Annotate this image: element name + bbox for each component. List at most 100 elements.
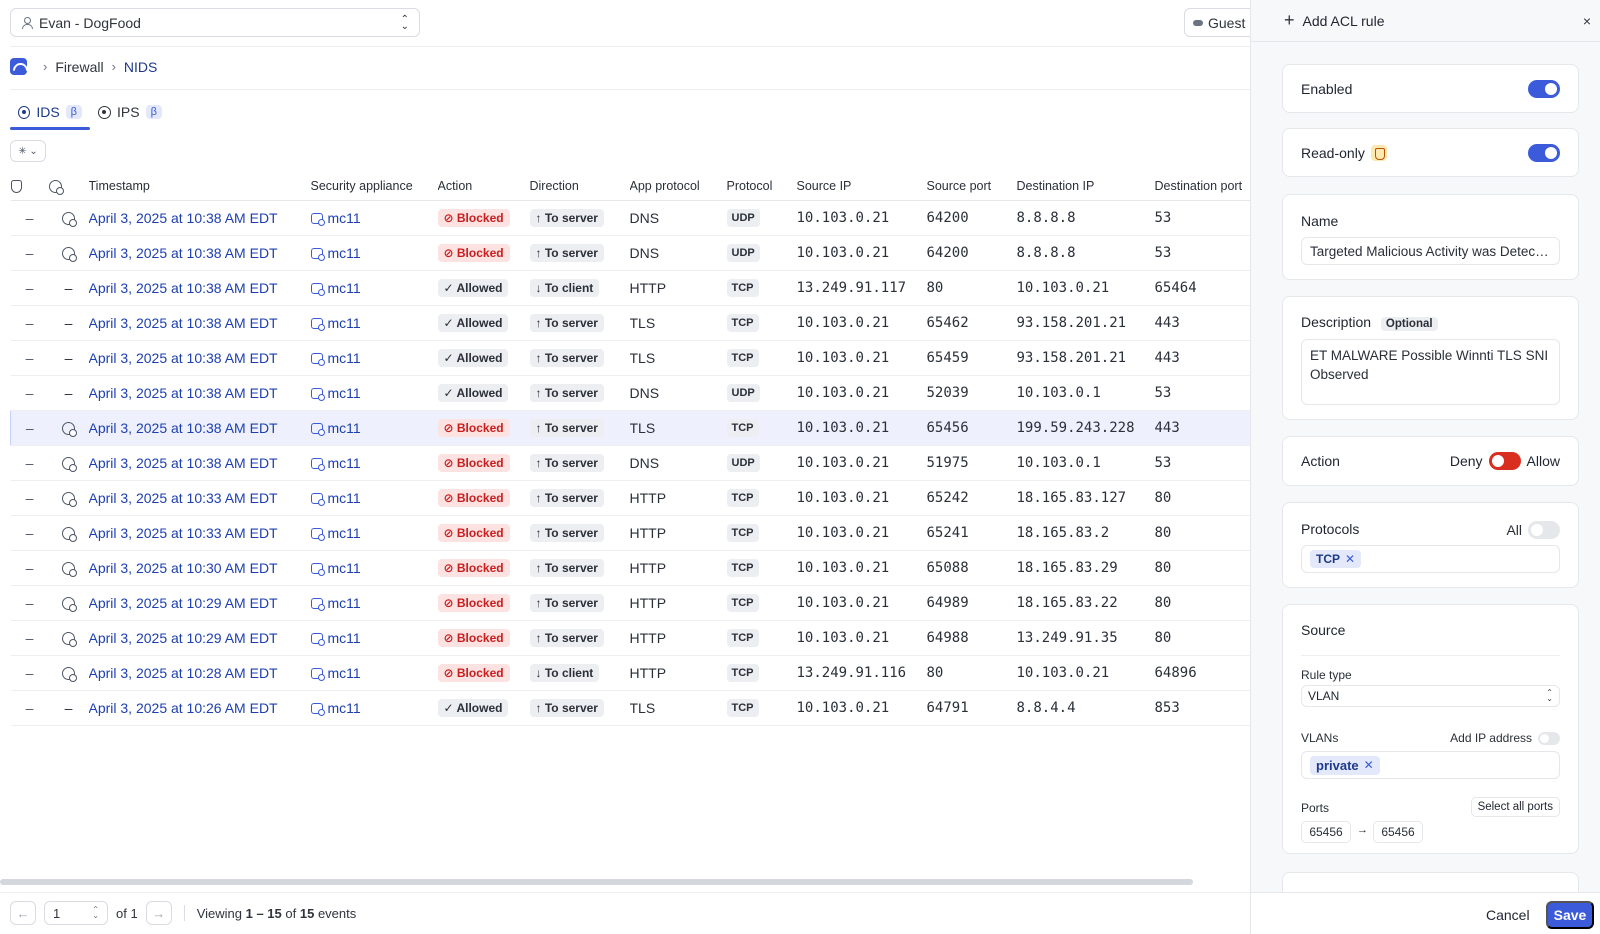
save-button[interactable]: Save <box>1546 901 1594 929</box>
appliance-link[interactable]: mc11 <box>327 279 361 296</box>
remove-chip-icon[interactable]: ✕ <box>1363 758 1374 772</box>
appliance-cell[interactable]: mc11 <box>310 270 438 306</box>
column-header-severity[interactable] <box>10 172 49 201</box>
column-header-app-protocol[interactable]: App protocol <box>629 172 727 201</box>
port-to-input[interactable]: 65456 <box>1373 821 1423 843</box>
timestamp-cell[interactable]: April 3, 2025 at 10:28 AM EDT <box>88 655 311 691</box>
timestamp-link[interactable]: April 3, 2025 at 10:38 AM EDT <box>88 384 278 401</box>
column-header-action[interactable]: Action <box>437 172 530 201</box>
appliance-cell[interactable]: mc11 <box>310 585 438 621</box>
add-ip-toggle[interactable] <box>1538 731 1560 745</box>
vlans-multiselect[interactable]: private ✕ <box>1301 751 1560 779</box>
appliance-link[interactable]: mc11 <box>327 664 361 681</box>
column-header-signature[interactable] <box>48 172 89 201</box>
port-from-input[interactable]: 65456 <box>1301 821 1351 843</box>
remove-chip-icon[interactable]: ✕ <box>1345 552 1356 566</box>
timestamp-cell[interactable]: April 3, 2025 at 10:38 AM EDT <box>88 270 311 306</box>
appliance-cell[interactable]: mc11 <box>310 235 438 271</box>
appliance-link[interactable]: mc11 <box>327 594 361 611</box>
timestamp-cell[interactable]: April 3, 2025 at 10:38 AM EDT <box>88 200 311 236</box>
table-row[interactable]: – April 3, 2025 at 10:38 AM EDT mc11 ⊘ Bloc… <box>10 410 1250 446</box>
deny-allow-toggle[interactable] <box>1488 452 1521 470</box>
table-row[interactable]: – April 3, 2025 at 10:28 AM EDT mc11 ⊘ Bloc… <box>10 655 1250 691</box>
appliance-cell[interactable]: mc11 <box>310 375 438 411</box>
timestamp-cell[interactable]: April 3, 2025 at 10:26 AM EDT <box>88 690 311 726</box>
timestamp-cell[interactable]: April 3, 2025 at 10:30 AM EDT <box>88 550 311 586</box>
appliance-link[interactable]: mc11 <box>327 209 361 226</box>
table-row[interactable]: – – April 3, 2025 at 10:38 AM EDT mc11 ✓ All… <box>10 305 1250 341</box>
timestamp-cell[interactable]: April 3, 2025 at 10:38 AM EDT <box>88 235 311 271</box>
protocol-chip[interactable]: TCP ✕ <box>1310 550 1362 568</box>
timestamp-cell[interactable]: April 3, 2025 at 10:38 AM EDT <box>88 410 311 446</box>
column-header-source-ip[interactable]: Source IP <box>796 172 927 201</box>
vlan-chip[interactable]: private ✕ <box>1310 755 1380 775</box>
column-header-destination-port[interactable]: Destination port <box>1154 172 1250 201</box>
timestamp-link[interactable]: April 3, 2025 at 10:38 AM EDT <box>88 454 278 471</box>
brand-logo-icon[interactable] <box>10 58 27 75</box>
column-header-security-appliance[interactable]: Security appliance <box>310 172 438 201</box>
column-header-direction[interactable]: Direction <box>529 172 630 201</box>
appliance-link[interactable]: mc11 <box>327 314 361 331</box>
protocols-multiselect[interactable]: TCP ✕ <box>1301 545 1560 573</box>
appliance-link[interactable]: mc11 <box>327 349 361 366</box>
rule-type-select[interactable]: VLAN ⌃ ⌄ <box>1301 685 1560 707</box>
column-header-source-port[interactable]: Source port <box>926 172 1017 201</box>
breadcrumb-firewall[interactable]: Firewall <box>55 58 104 75</box>
timestamp-cell[interactable]: April 3, 2025 at 10:29 AM EDT <box>88 585 311 621</box>
column-header-destination-ip[interactable]: Destination IP <box>1016 172 1155 201</box>
table-row[interactable]: – April 3, 2025 at 10:29 AM EDT mc11 ⊘ Bloc… <box>10 620 1250 656</box>
appliance-link[interactable]: mc11 <box>327 699 361 716</box>
page-number-input[interactable]: 1 ⌃ ⌄ <box>44 901 108 925</box>
appliance-link[interactable]: mc11 <box>327 559 361 576</box>
appliance-link[interactable]: mc11 <box>327 244 361 261</box>
next-page-button[interactable]: → <box>145 901 172 925</box>
table-row[interactable]: – April 3, 2025 at 10:33 AM EDT mc11 ⊘ Bloc… <box>10 515 1250 551</box>
table-row[interactable]: – – April 3, 2025 at 10:38 AM EDT mc11 ✓ All… <box>10 270 1250 306</box>
column-filter-button[interactable]: ✳ ⌄ <box>10 140 46 162</box>
timestamp-link[interactable]: April 3, 2025 at 10:29 AM EDT <box>88 594 278 611</box>
read-only-toggle[interactable] <box>1528 143 1560 162</box>
table-row[interactable]: – April 3, 2025 at 10:38 AM EDT mc11 ⊘ Bloc… <box>10 235 1250 271</box>
appliance-link[interactable]: mc11 <box>327 419 361 436</box>
tab-ips[interactable]: IPS β <box>90 96 170 128</box>
guest-network-button[interactable]: Guest <box>1184 8 1250 37</box>
timestamp-link[interactable]: April 3, 2025 at 10:38 AM EDT <box>88 314 278 331</box>
select-all-ports-button[interactable]: Select all ports <box>1470 797 1560 817</box>
timestamp-link[interactable]: April 3, 2025 at 10:28 AM EDT <box>88 664 278 681</box>
breadcrumb-nids[interactable]: NIDS <box>123 58 158 75</box>
appliance-cell[interactable]: mc11 <box>310 480 438 516</box>
appliance-link[interactable]: mc11 <box>327 384 361 401</box>
timestamp-cell[interactable]: April 3, 2025 at 10:29 AM EDT <box>88 620 311 656</box>
timestamp-link[interactable]: April 3, 2025 at 10:38 AM EDT <box>88 349 278 366</box>
horizontal-scrollbar[interactable] <box>0 879 1193 885</box>
appliance-cell[interactable]: mc11 <box>310 305 438 341</box>
appliance-cell[interactable]: mc11 <box>310 550 438 586</box>
table-row[interactable]: – – April 3, 2025 at 10:26 AM EDT mc11 ✓ All… <box>10 690 1250 726</box>
appliance-cell[interactable]: mc11 <box>310 655 438 691</box>
organization-select[interactable]: Evan - DogFood ⌃ ⌄ <box>10 8 420 37</box>
table-row[interactable]: – April 3, 2025 at 10:29 AM EDT mc11 ⊘ Bloc… <box>10 585 1250 621</box>
timestamp-cell[interactable]: April 3, 2025 at 10:33 AM EDT <box>88 480 311 516</box>
previous-page-button[interactable]: ← <box>10 901 36 925</box>
table-row[interactable]: – – April 3, 2025 at 10:38 AM EDT mc11 ✓ All… <box>10 340 1250 376</box>
column-header-timestamp[interactable]: Timestamp <box>88 172 311 201</box>
table-row[interactable]: – April 3, 2025 at 10:30 AM EDT mc11 ⊘ Bloc… <box>10 550 1250 586</box>
timestamp-link[interactable]: April 3, 2025 at 10:33 AM EDT <box>88 524 278 541</box>
close-icon[interactable]: × <box>1582 12 1591 29</box>
timestamp-link[interactable]: April 3, 2025 at 10:29 AM EDT <box>88 629 278 646</box>
timestamp-link[interactable]: April 3, 2025 at 10:38 AM EDT <box>88 419 278 436</box>
enabled-toggle[interactable] <box>1528 79 1560 98</box>
table-row[interactable]: – April 3, 2025 at 10:38 AM EDT mc11 ⊘ Bloc… <box>10 200 1250 236</box>
timestamp-link[interactable]: April 3, 2025 at 10:38 AM EDT <box>88 209 278 226</box>
description-textarea[interactable]: ET MALWARE Possible Winnti TLS SNI Obser… <box>1301 339 1560 405</box>
timestamp-link[interactable]: April 3, 2025 at 10:38 AM EDT <box>88 244 278 261</box>
appliance-cell[interactable]: mc11 <box>310 690 438 726</box>
column-header-protocol[interactable]: Protocol <box>726 172 797 201</box>
table-row[interactable]: – – April 3, 2025 at 10:38 AM EDT mc11 ✓ All… <box>10 375 1250 411</box>
appliance-cell[interactable]: mc11 <box>310 445 438 481</box>
cancel-button[interactable]: Cancel <box>1478 901 1538 929</box>
appliance-link[interactable]: mc11 <box>327 454 361 471</box>
timestamp-link[interactable]: April 3, 2025 at 10:26 AM EDT <box>88 699 278 716</box>
timestamp-cell[interactable]: April 3, 2025 at 10:38 AM EDT <box>88 445 311 481</box>
appliance-cell[interactable]: mc11 <box>310 620 438 656</box>
